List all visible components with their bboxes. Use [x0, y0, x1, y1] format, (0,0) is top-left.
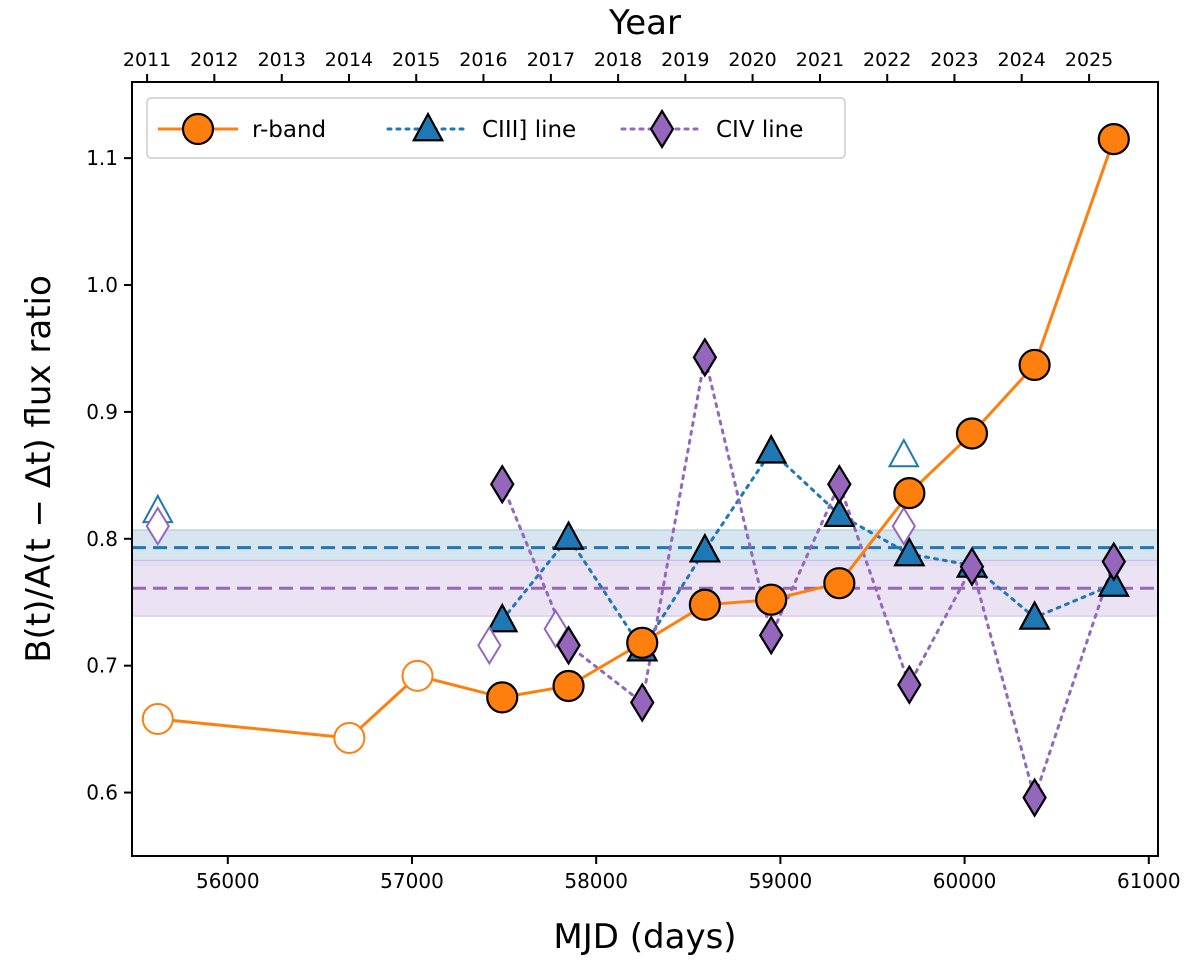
marker-ciii-line	[1097, 567, 1130, 597]
marker-r-band	[1018, 348, 1051, 382]
top-tick-label: 2025	[1065, 49, 1113, 71]
marker-r-band-open	[333, 721, 366, 754]
x-tick-label: 58000	[564, 869, 628, 893]
marker-civ-line	[827, 464, 852, 505]
x-tick-label: 57000	[380, 869, 444, 893]
x-tick-label: 61000	[1117, 869, 1181, 893]
top-tick-label: 2012	[190, 49, 238, 71]
top-tick-label: 2021	[796, 49, 844, 71]
x-axis-title: MJD (days)	[553, 917, 736, 957]
marker-ciii-line-open	[887, 437, 920, 468]
top-tick-label: 2020	[728, 49, 776, 71]
legend-label-1: CIII] line	[482, 117, 576, 143]
marker-r-band	[552, 669, 585, 703]
top-tick-label: 2011	[123, 49, 171, 71]
top-tick-label: 2022	[863, 49, 911, 71]
top-tick-label: 2017	[527, 49, 575, 71]
legend-label-2: CIV line	[716, 117, 803, 143]
y-axis: 0.6 0.7 0.8 0.9 1.0 1.1	[86, 146, 132, 805]
marker-ciii-line	[552, 520, 585, 550]
y-tick-label: 0.9	[86, 400, 118, 424]
marker-civ-line	[1022, 777, 1047, 818]
legend-marker-1	[411, 111, 445, 142]
top-tick-label: 2018	[594, 49, 642, 71]
marker-r-band	[688, 588, 721, 621]
marker-r-band-open	[401, 659, 434, 692]
data-markers	[141, 122, 1130, 818]
top-tick-label: 2019	[661, 49, 709, 71]
y-tick-label: 0.6	[86, 781, 118, 805]
marker-ciii-line	[823, 497, 856, 528]
top-year-axis: 2011 2012 2013 2014 2015 2016 2017 2018 2019 2020…	[123, 49, 1113, 82]
marker-civ-line	[489, 464, 515, 505]
mean-bands	[131, 529, 1159, 617]
legend-box	[146, 97, 846, 159]
marker-r-band	[626, 626, 659, 659]
marker-civ-line-open	[477, 625, 502, 666]
marker-civ-line	[1101, 541, 1127, 582]
marker-civ-line-open	[145, 506, 170, 547]
marker-civ-line	[692, 337, 718, 378]
marker-r-band	[1097, 122, 1130, 156]
y-tick-label: 0.7	[86, 654, 118, 678]
marker-ciii-line	[688, 532, 721, 563]
bottom-x-axis: 56000 57000 58000 59000 60000 61000	[196, 856, 1181, 893]
top-tick-label: 2024	[998, 49, 1046, 71]
y-tick-label: 0.8	[86, 527, 118, 551]
y-axis-title: B(t)/A(t − Δt) flux ratio	[19, 275, 59, 663]
marker-r-band	[893, 477, 926, 510]
marker-ciii-line	[893, 536, 926, 567]
series-line-ciii-line	[500, 448, 1116, 652]
legend-marker-0	[181, 112, 215, 146]
legend-marker-2	[649, 108, 675, 150]
top-tick-label: 2015	[392, 49, 440, 71]
marker-r-band	[755, 583, 788, 616]
plot-frame	[131, 81, 1159, 857]
y-tick-label: 1.0	[86, 273, 118, 297]
marker-civ-line	[556, 625, 581, 666]
marker-r-band	[486, 681, 519, 714]
legend-label-0: r-band	[252, 117, 326, 143]
top-axis-title: Year	[608, 3, 681, 43]
x-tick-label: 56000	[196, 869, 260, 893]
marker-r-band	[823, 567, 856, 600]
marker-civ-line	[758, 615, 784, 656]
marker-ciii-line	[1018, 600, 1051, 630]
marker-r-band-open	[141, 702, 174, 735]
marker-civ-line	[629, 682, 655, 723]
top-tick-label: 2023	[930, 49, 978, 71]
top-tick-label: 2014	[325, 49, 373, 71]
marker-civ-line	[897, 664, 922, 705]
marker-civ-line	[959, 546, 985, 587]
marker-civ-line-open	[891, 506, 916, 547]
x-tick-label: 59000	[749, 869, 813, 893]
top-tick-label: 2013	[258, 49, 306, 71]
marker-r-band	[955, 417, 989, 450]
marker-ciii-line	[486, 602, 519, 633]
marker-ciii-line	[755, 433, 788, 464]
y-tick-label: 1.1	[86, 146, 118, 170]
top-tick-label: 2016	[459, 49, 507, 71]
x-tick-label: 60000	[933, 869, 997, 893]
legend: r-band CIII] line CIV line	[146, 97, 846, 159]
